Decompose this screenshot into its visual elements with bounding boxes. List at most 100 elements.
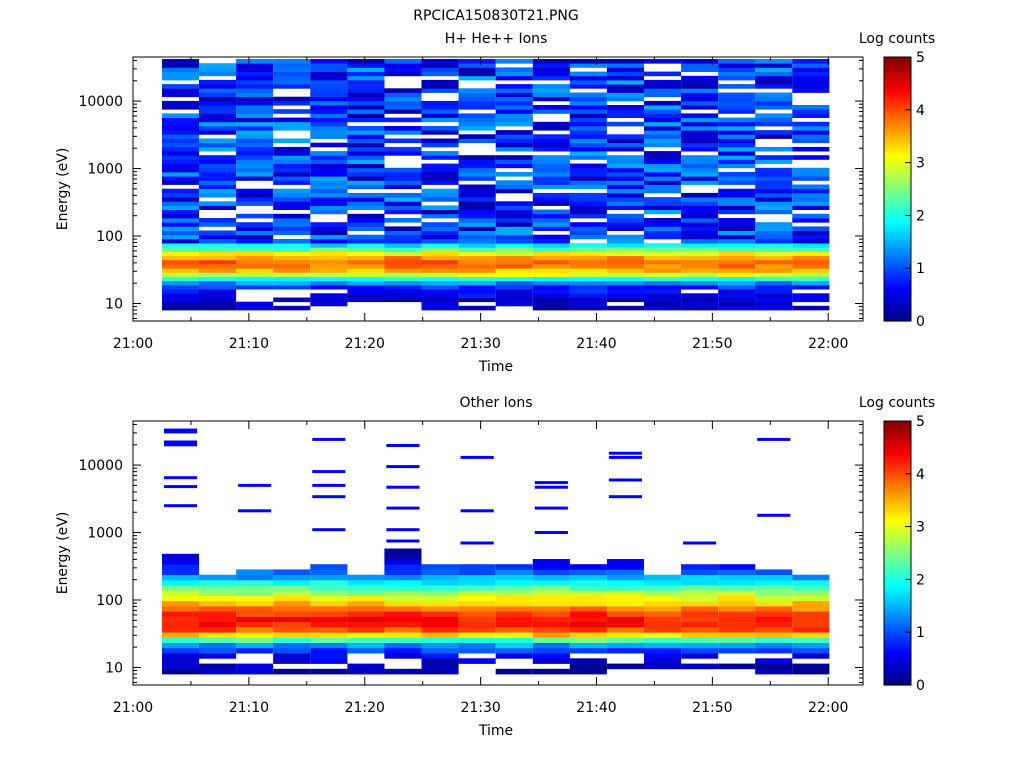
sparse-count-line [312, 437, 346, 441]
heatmap-cell [347, 247, 385, 252]
heatmap-cell [718, 616, 756, 623]
heatmap-cell [384, 117, 422, 123]
colorbar-segment [884, 505, 911, 509]
heatmap-cell [681, 75, 719, 81]
heatmap-cell [495, 272, 533, 277]
heatmap-cell [718, 180, 756, 185]
sparse-count-line [460, 455, 494, 459]
heatmap-cell [162, 201, 200, 206]
colorbar-segment [884, 115, 911, 119]
heatmap-cell [755, 293, 793, 298]
heatmap-cell [792, 272, 830, 277]
heatmap-cell [792, 595, 830, 602]
sparse-count-line [312, 470, 346, 474]
heatmap-cell [236, 305, 274, 311]
heatmap-cell [236, 616, 274, 623]
heatmap-cell [347, 59, 385, 64]
heatmap-cell [606, 84, 644, 89]
heatmap-cell [310, 616, 348, 623]
heatmap-cell [384, 268, 422, 273]
heatmap-cell [644, 79, 682, 85]
heatmap-cell [718, 100, 756, 106]
heatmap-cell [681, 126, 719, 131]
heatmap-cell [495, 172, 533, 177]
heatmap-cell [384, 293, 422, 298]
heatmap-cell [532, 305, 570, 311]
heatmap-cell [162, 305, 200, 311]
heatmap-cell [755, 663, 793, 670]
panel-title: H+ He++ Ions [445, 31, 548, 47]
heatmap-cell [310, 226, 348, 231]
heatmap-cell [495, 606, 533, 612]
colorbar-segment [884, 529, 911, 533]
heatmap-cell [162, 268, 200, 273]
heatmap-cell [199, 247, 237, 252]
heatmap-cell [273, 59, 311, 64]
heatmap-cell [532, 637, 570, 643]
heatmap-cell [718, 251, 756, 257]
heatmap-cell [162, 155, 200, 160]
heatmap-cell [495, 611, 533, 617]
heatmap-cell [644, 284, 682, 290]
heatmap-cell [755, 167, 793, 173]
colorbar-segment [884, 218, 911, 222]
heatmap-cell [606, 627, 644, 633]
heatmap-cell [606, 264, 644, 269]
heatmap-cell [569, 647, 607, 654]
heatmap-cell [569, 234, 607, 240]
heatmap-cell [384, 230, 422, 236]
heatmap-cell [755, 251, 793, 257]
heatmap-cell [421, 264, 459, 269]
heatmap-cell [532, 105, 570, 110]
heatmap-cell [569, 616, 607, 623]
heatmap-cell [384, 606, 422, 612]
heatmap-cell [162, 167, 200, 173]
heatmap-cell [310, 600, 348, 607]
heatmap-cell [310, 564, 348, 570]
heatmap-cell [347, 75, 385, 81]
colorbar-segment [884, 500, 911, 504]
colorbar-segment [884, 589, 911, 594]
heatmap-cell [347, 238, 385, 244]
colorbar-segment [884, 202, 911, 206]
heatmap-cell [384, 579, 422, 586]
heatmap-cell [384, 209, 422, 215]
heatmap-cell [199, 606, 237, 612]
heatmap-cell [384, 632, 422, 638]
heatmap-cell [681, 663, 719, 670]
heatmap-cell [644, 71, 682, 77]
heatmap-cell [718, 155, 756, 160]
heatmap-cell [458, 59, 496, 64]
heatmap-cell [273, 180, 311, 185]
heatmap-cell [347, 79, 385, 85]
colorbar-tick-label: 0 [916, 314, 925, 330]
colorbar-tick-label: 3 [916, 156, 925, 172]
heatmap-cell [384, 192, 422, 198]
heatmap-cell [273, 653, 311, 659]
heatmap-cell [569, 63, 607, 68]
heatmap-cell [162, 663, 200, 670]
heatmap-cell [458, 75, 496, 81]
colorbar-segment [884, 513, 911, 517]
colorbar-segment [884, 273, 911, 277]
heatmap-cell [384, 197, 422, 202]
heatmap-cell [458, 205, 496, 210]
heatmap-cell [384, 668, 422, 675]
heatmap-cell [384, 251, 422, 257]
heatmap-cell [347, 590, 385, 596]
heatmap-cell [347, 67, 385, 72]
heatmap-cell [273, 276, 311, 282]
heatmap-cell [384, 280, 422, 286]
heatmap-cell [384, 627, 422, 633]
heatmap-cell [421, 142, 459, 148]
heatmap-cell [162, 176, 200, 181]
heatmap-cell [421, 197, 459, 202]
colorbar-segment [884, 278, 911, 282]
heatmap-cell [606, 88, 644, 93]
heatmap-cell [681, 63, 719, 68]
heatmap-cell [681, 653, 719, 659]
y-axis-label: Energy (eV) [55, 148, 71, 231]
colorbar-segment [884, 75, 911, 79]
heatmap-cell [310, 579, 348, 586]
heatmap-cell [310, 121, 348, 127]
